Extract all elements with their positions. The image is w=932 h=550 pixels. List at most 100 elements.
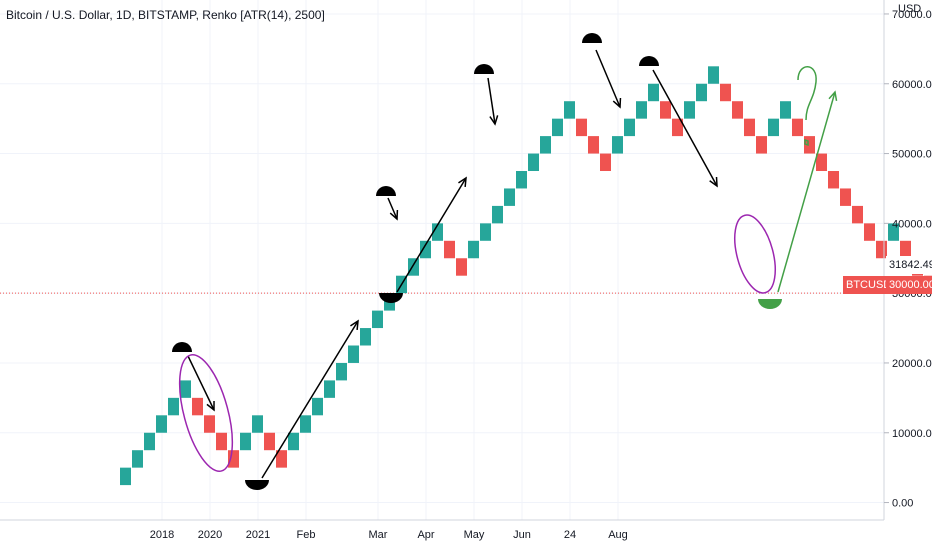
brick-58: [816, 153, 827, 172]
y-tick-label-4: 40000.00: [892, 218, 932, 230]
brick-7: [204, 415, 215, 433]
brick-60: [840, 188, 851, 206]
brick-34: [528, 153, 539, 172]
x-tick-label-1: 2020: [198, 529, 222, 541]
brick-64: [888, 223, 899, 241]
currency-label[interactable]: USD: [898, 3, 922, 15]
renko-bricks: [120, 66, 932, 486]
time-axis-ticks: 2018 2020 2021 Feb Mar Apr May Jun 24 Aug: [150, 529, 628, 541]
brick-63: [876, 240, 887, 259]
brick-33: [516, 171, 527, 189]
brick-39: [588, 136, 599, 154]
x-tick-label-8: 24: [564, 529, 576, 541]
brick-9: [228, 450, 239, 468]
annotation-bottom-marker-0: [245, 480, 269, 490]
brick-28: [456, 258, 467, 276]
y-tick-label-1: 10000.00: [892, 428, 932, 440]
x-tick-label-2: 2021: [246, 529, 270, 541]
annotation-arrow-1: [261, 319, 359, 479]
y-tick-label-6: 60000.00: [892, 79, 932, 91]
brick-17: [324, 380, 335, 398]
brick-11: [252, 415, 263, 433]
symbol-tag: BTCUSD: [843, 276, 895, 294]
brick-25: [420, 240, 431, 259]
brick-6: [192, 397, 203, 416]
brick-36: [552, 118, 563, 137]
brick-53: [756, 136, 767, 154]
x-tick-label-3: Feb: [297, 529, 316, 541]
annotation-question-dot: [804, 138, 809, 147]
annotation-bottom-marker-1: [379, 293, 403, 303]
brick-13: [276, 450, 287, 468]
chart-title: Bitcoin / U.S. Dollar, 1D, BITSTAMP, Ren…: [6, 8, 325, 22]
annotation-circle-1: [734, 214, 776, 294]
annotation-bottom-marker-2: [758, 299, 782, 309]
annotation-arrow-0: [187, 355, 215, 412]
brick-44: [648, 83, 659, 102]
brick-54: [768, 118, 779, 137]
y-tick-label-5: 50000.00: [892, 149, 932, 161]
brick-50: [720, 83, 731, 102]
brick-47: [684, 101, 695, 119]
brick-31: [492, 205, 503, 224]
brick-42: [624, 118, 635, 137]
brick-15: [300, 415, 311, 433]
x-tick-label-6: May: [464, 529, 485, 541]
annotation-arrow-7: [777, 90, 838, 293]
last-price-tag: 31842.49: [886, 256, 932, 274]
brick-19: [348, 345, 359, 363]
brick-18: [336, 362, 347, 381]
y-tick-label-2: 20000.00: [892, 358, 932, 370]
x-tick-label-0: 2018: [150, 529, 174, 541]
brick-65: [900, 240, 911, 259]
x-tick-label-5: Apr: [417, 529, 434, 541]
annotation-top-marker-0: [172, 342, 192, 352]
y-tick-label-0: 0.00: [892, 498, 913, 510]
annotation-arrow-5: [595, 49, 622, 109]
x-tick-label-7: Jun: [513, 529, 531, 541]
brick-40: [600, 153, 611, 172]
brick-21: [372, 310, 383, 329]
annotation-top-marker-3: [582, 33, 602, 43]
brick-12: [264, 432, 275, 451]
brick-62: [864, 223, 875, 241]
x-tick-label-9: Aug: [608, 529, 628, 541]
brick-46: [672, 118, 683, 137]
annotation-top-marker-2: [474, 64, 494, 74]
brick-45: [660, 101, 671, 119]
annotation-question-curve: [797, 66, 817, 121]
axes: [0, 0, 885, 521]
brick-20: [360, 328, 371, 346]
brick-26: [432, 223, 443, 241]
annotation-arrow-2: [387, 197, 399, 221]
brick-27: [444, 240, 455, 259]
annotation-circle-0: [178, 354, 234, 472]
brick-61: [852, 205, 863, 224]
annotation-arrow-3: [396, 176, 467, 293]
brick-0: [120, 467, 131, 486]
brick-8: [216, 432, 227, 451]
brick-55: [780, 101, 791, 119]
brick-4: [168, 397, 179, 416]
brick-16: [312, 397, 323, 416]
annotation-arrow-4: [487, 77, 499, 126]
x-tick-label-4: Mar: [369, 529, 388, 541]
grid-lines: [0, 0, 884, 520]
annotation-top-marker-1: [376, 186, 396, 196]
brick-43: [636, 101, 647, 119]
brick-24: [408, 258, 419, 276]
brick-48: [696, 83, 707, 102]
brick-57: [804, 136, 815, 154]
brick-41: [612, 136, 623, 154]
brick-35: [540, 136, 551, 154]
brick-2: [144, 432, 155, 451]
brick-37: [564, 101, 575, 119]
brick-1: [132, 450, 143, 468]
brick-38: [576, 118, 587, 137]
brick-10: [240, 432, 251, 451]
brick-29: [468, 240, 479, 259]
brick-49: [708, 66, 719, 84]
brick-5: [180, 380, 191, 398]
brick-59: [828, 171, 839, 189]
